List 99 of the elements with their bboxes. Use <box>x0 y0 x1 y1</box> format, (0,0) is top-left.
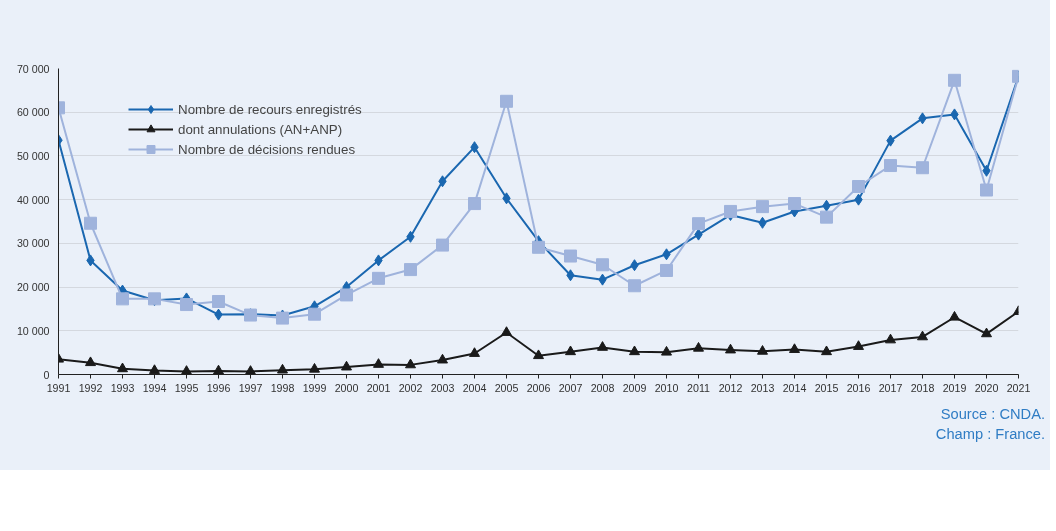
y-tick-label: 50 000 <box>16 149 50 162</box>
x-tick-label: 2007 <box>558 381 583 394</box>
y-tick-label: 60 000 <box>16 106 50 119</box>
point <box>660 263 673 277</box>
point <box>756 200 769 214</box>
x-tick-label: 2019 <box>942 381 967 394</box>
x-tick-label: 2003 <box>430 381 455 394</box>
point <box>628 279 641 293</box>
legend-label: Nombre de décisions rendues <box>178 141 356 157</box>
point <box>980 183 993 197</box>
point <box>309 362 320 373</box>
point <box>916 161 929 175</box>
x-tick-label: 2011 <box>687 381 711 394</box>
point <box>85 356 96 367</box>
x-tick-label: 2013 <box>750 381 775 394</box>
point <box>340 288 353 302</box>
point <box>181 365 192 375</box>
point <box>564 249 577 263</box>
x-tick-label: 2021 <box>1006 381 1031 394</box>
point <box>341 360 352 371</box>
x-tick-label: 1992 <box>78 381 103 394</box>
point <box>788 197 801 211</box>
point <box>725 343 736 354</box>
point <box>884 159 897 173</box>
point <box>852 180 865 194</box>
point <box>501 326 512 336</box>
x-tick-label: 2012 <box>718 381 743 394</box>
x-tick-label: 1995 <box>174 381 199 394</box>
point <box>468 197 481 211</box>
x-tick-label: 1993 <box>110 381 135 394</box>
point <box>565 345 576 356</box>
y-tick-label: 10 000 <box>16 324 50 337</box>
x-tick-label: 1996 <box>206 381 231 394</box>
point <box>500 94 513 108</box>
x-tick-label: 2010 <box>654 381 679 394</box>
point <box>693 342 704 352</box>
point <box>661 345 672 356</box>
point <box>277 363 288 374</box>
point <box>789 343 800 353</box>
x-tick-label: 1991 <box>46 381 71 394</box>
point <box>981 327 992 338</box>
y-tick-label: 70 000 <box>16 62 50 75</box>
point <box>917 330 928 341</box>
point <box>372 271 385 285</box>
x-tick-label: 2008 <box>590 381 615 394</box>
x-tick-label: 2017 <box>878 381 903 394</box>
x-tick-label: 2014 <box>782 381 807 394</box>
point <box>629 345 640 356</box>
legend-label: Nombre de recours enregistrés <box>178 101 362 117</box>
point <box>212 295 225 308</box>
x-tick-label: 2020 <box>974 381 999 394</box>
point <box>405 358 416 369</box>
x-tick-label: 2018 <box>910 381 935 394</box>
point <box>597 341 608 351</box>
x-tick-label: 2016 <box>846 381 871 394</box>
point <box>821 345 832 356</box>
point <box>404 263 417 277</box>
y-tick-label: 30 000 <box>16 237 50 250</box>
point <box>692 217 705 231</box>
point <box>533 349 544 360</box>
point <box>436 238 449 252</box>
point <box>437 353 448 364</box>
point <box>213 364 224 375</box>
y-tick-label: 40 000 <box>16 193 50 206</box>
point <box>117 362 128 373</box>
point <box>149 364 160 374</box>
point <box>853 340 864 350</box>
x-tick-label: 2002 <box>398 381 423 394</box>
point <box>180 298 193 312</box>
x-tick-label: 2001 <box>366 381 391 394</box>
point <box>820 210 833 224</box>
point <box>949 310 960 321</box>
point <box>84 216 97 230</box>
point <box>116 292 129 306</box>
x-tick-label: 1997 <box>238 381 263 394</box>
text: Champ : France. <box>935 425 1045 442</box>
x-tick-label: 1994 <box>142 381 167 394</box>
point <box>532 240 545 254</box>
point <box>245 365 256 375</box>
x-tick-label: 2015 <box>814 381 839 394</box>
x-tick-label: 2009 <box>622 381 647 394</box>
x-tick-label: 2004 <box>462 381 487 394</box>
source-note: Source : CNDA. <box>940 406 1045 422</box>
point <box>596 258 609 272</box>
point <box>757 345 768 355</box>
legend-label: dont annulations (AN+ANP) <box>178 121 343 137</box>
point <box>469 347 480 357</box>
x-tick-label: 2000 <box>334 381 359 394</box>
point <box>308 307 321 321</box>
y-tick-label: 0 <box>43 368 50 381</box>
x-tick-label: 2005 <box>494 381 519 394</box>
y-tick-label: 20 000 <box>16 281 50 294</box>
point <box>885 333 896 344</box>
x-tick-label: 1999 <box>302 381 327 394</box>
x-tick-label: 2006 <box>526 381 551 394</box>
point <box>948 73 961 87</box>
point <box>724 204 737 218</box>
point <box>373 358 384 368</box>
x-tick-label: 1998 <box>270 381 295 394</box>
